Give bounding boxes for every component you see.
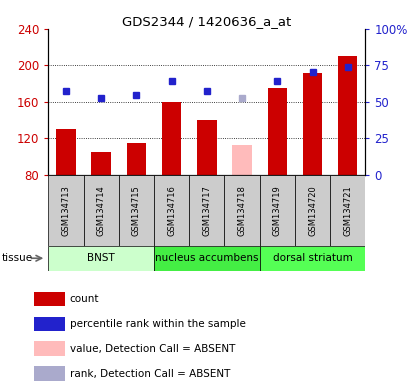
Bar: [338, 56, 357, 175]
Text: percentile rank within the sample: percentile rank within the sample: [70, 319, 246, 329]
Text: GSM134714: GSM134714: [97, 185, 106, 236]
FancyBboxPatch shape: [154, 246, 260, 271]
FancyBboxPatch shape: [34, 292, 65, 306]
Text: tissue: tissue: [2, 253, 33, 263]
Text: GSM134713: GSM134713: [61, 185, 71, 236]
Bar: [303, 73, 322, 175]
FancyBboxPatch shape: [34, 341, 65, 356]
FancyBboxPatch shape: [330, 175, 365, 246]
Text: count: count: [70, 294, 99, 304]
FancyBboxPatch shape: [48, 175, 84, 246]
Text: BNST: BNST: [87, 253, 115, 263]
Bar: [92, 152, 111, 175]
FancyBboxPatch shape: [154, 175, 189, 246]
Text: GSM134718: GSM134718: [238, 185, 247, 236]
Bar: [127, 143, 146, 175]
FancyBboxPatch shape: [34, 316, 65, 331]
FancyBboxPatch shape: [260, 246, 365, 271]
Text: dorsal striatum: dorsal striatum: [273, 253, 352, 263]
Bar: [197, 120, 217, 175]
Title: GDS2344 / 1420636_a_at: GDS2344 / 1420636_a_at: [122, 15, 291, 28]
Text: GSM134715: GSM134715: [132, 185, 141, 236]
Text: rank, Detection Call = ABSENT: rank, Detection Call = ABSENT: [70, 369, 230, 379]
Bar: [232, 145, 252, 175]
FancyBboxPatch shape: [84, 175, 119, 246]
Text: GSM134719: GSM134719: [273, 185, 282, 236]
FancyBboxPatch shape: [295, 175, 330, 246]
Text: GSM134717: GSM134717: [202, 185, 211, 236]
FancyBboxPatch shape: [34, 366, 65, 381]
Text: GSM134720: GSM134720: [308, 185, 317, 236]
Text: GSM134716: GSM134716: [167, 185, 176, 236]
Bar: [162, 102, 181, 175]
FancyBboxPatch shape: [189, 175, 224, 246]
Bar: [268, 88, 287, 175]
Bar: [56, 129, 76, 175]
FancyBboxPatch shape: [224, 175, 260, 246]
FancyBboxPatch shape: [48, 246, 154, 271]
FancyBboxPatch shape: [260, 175, 295, 246]
Text: GSM134721: GSM134721: [343, 185, 352, 236]
Text: value, Detection Call = ABSENT: value, Detection Call = ABSENT: [70, 344, 235, 354]
Text: nucleus accumbens: nucleus accumbens: [155, 253, 259, 263]
FancyBboxPatch shape: [119, 175, 154, 246]
